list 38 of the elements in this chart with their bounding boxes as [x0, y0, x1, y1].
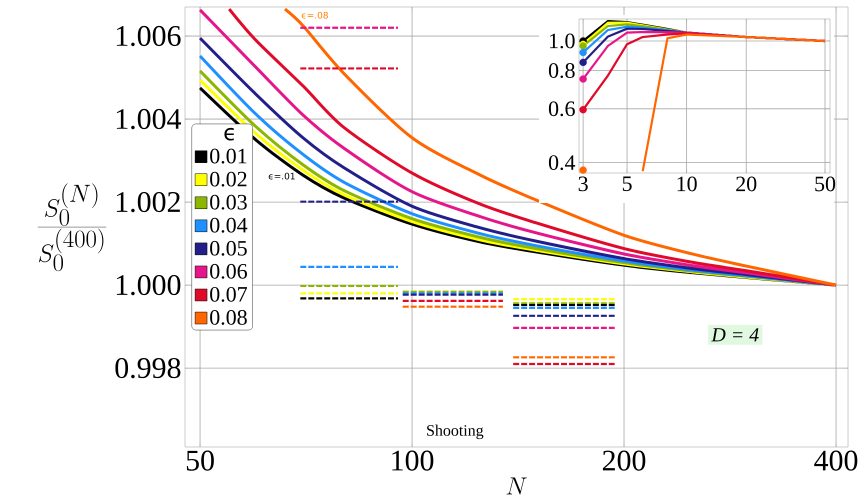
x-tick-label: 5: [622, 176, 632, 192]
y-axis-title: $\frac{S_0^{(N)}}{S_0^{(400)}}$: [38, 183, 106, 272]
legend-label: 0.08: [210, 310, 247, 325]
legend-title: ϵ: [224, 128, 234, 141]
legend-label: 0.06: [210, 264, 247, 279]
annotation: Shooting: [427, 424, 484, 440]
annotation: D = 4: [711, 328, 759, 342]
point: [579, 106, 587, 114]
legend-label: 0.03: [210, 194, 247, 210]
y-tick-label: 1.0: [550, 34, 575, 48]
y-tick-label: 1.002: [116, 192, 180, 212]
point: [579, 48, 587, 56]
x-tick-label: 3: [578, 176, 588, 192]
x-tick-label: 50: [186, 450, 214, 471]
y-tick-label: 1.004: [116, 108, 182, 130]
x-tick-label: 400: [814, 450, 858, 471]
legend-label: 0.05: [210, 240, 247, 256]
legend-label: 0.07: [210, 286, 247, 302]
y-tick-label: 0.8: [548, 63, 575, 78]
y-tick-label: 0.6: [548, 101, 575, 116]
x-tick-label: 10: [678, 176, 697, 192]
x-tick-label: 20: [736, 176, 756, 192]
y-tick-label: 1.006: [116, 26, 181, 46]
x-tick-label: 200: [602, 450, 646, 471]
legend-label: 0.01: [210, 148, 246, 164]
x-tick-label: 50: [815, 176, 836, 192]
point: [579, 75, 587, 83]
annotation: ϵ=.01: [268, 172, 295, 180]
x-axis-title: $N$: [506, 478, 527, 494]
legend-label: 0.04: [210, 218, 248, 233]
y-tick-label: 1.000: [116, 274, 180, 296]
y-tick-label: 0.998: [115, 358, 180, 378]
point: [579, 166, 587, 174]
annotation: ϵ=.08: [302, 12, 328, 19]
x-tick-label: 100: [392, 450, 434, 471]
y-tick-label: 0.4: [548, 155, 576, 170]
legend-label: 0.02: [210, 172, 246, 187]
point: [579, 58, 587, 66]
